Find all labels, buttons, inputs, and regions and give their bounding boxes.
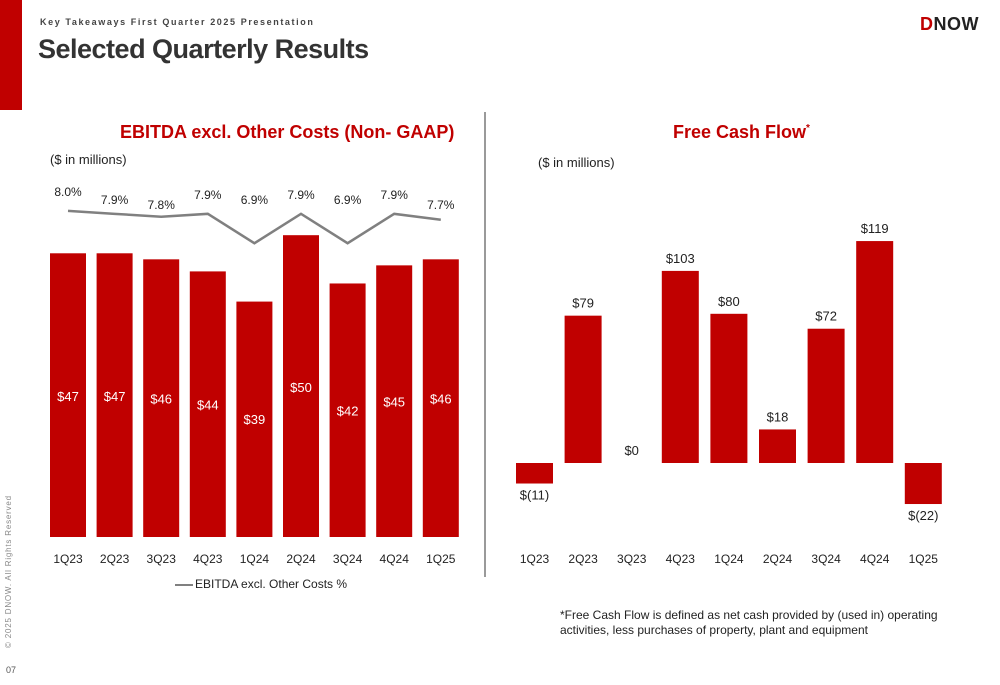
fcf-x-tick: 4Q24 (860, 552, 890, 566)
fcf-value-label: $79 (572, 296, 594, 311)
ebitda-bar-4Q23 (189, 271, 226, 537)
fcf-x-tick: 3Q23 (617, 552, 647, 566)
fcf-x-tick: 2Q23 (568, 552, 598, 566)
fcf-value-label: $18 (767, 409, 789, 424)
ebitda-bar-1Q25 (422, 259, 459, 537)
fcf-x-tick: 1Q25 (909, 552, 939, 566)
fcf-bar-4Q23 (661, 270, 699, 463)
ebitda-value-label: $50 (290, 380, 312, 395)
ebitda-value-label: $39 (244, 412, 266, 427)
ebitda-bar-2Q24 (283, 235, 319, 537)
legend-label: EBITDA excl. Other Costs % (195, 577, 348, 591)
ebitda-margin-label: 7.9% (194, 188, 222, 202)
fcf-bar-2Q23 (564, 315, 602, 463)
presentation-subtitle: Key Takeaways First Quarter 2025 Present… (40, 17, 315, 27)
fcf-bar-4Q24 (856, 241, 894, 463)
ebitda-value-label: $45 (383, 395, 405, 410)
page-title: Selected Quarterly Results (38, 34, 369, 64)
fcf-bar-1Q25 (904, 463, 942, 505)
fcf-x-tick: 1Q23 (520, 552, 550, 566)
page-number: 07 (6, 665, 17, 675)
accent-bar (0, 0, 22, 110)
ebitda-margin-line (67, 209, 441, 245)
company-logo: DNOW (920, 14, 979, 34)
fcf-value-label: $119 (861, 221, 889, 236)
ebitda-bar-1Q23 (50, 253, 86, 538)
ebitda-bar-1Q24 (236, 301, 273, 537)
fcf-x-tick: 1Q24 (714, 552, 744, 566)
fcf-chart-title: Free Cash Flow* (673, 122, 810, 142)
fcf-bar-1Q24 (710, 313, 748, 463)
fcf-value-label: $(11) (520, 488, 549, 503)
ebitda-margin-label: 7.9% (101, 193, 129, 207)
fcf-value-label: $72 (815, 309, 837, 324)
ebitda-margin-label: 6.9% (241, 193, 269, 207)
ebitda-x-tick: 2Q23 (100, 552, 130, 566)
ebitda-value-label: $46 (150, 392, 172, 407)
ebitda-bar-4Q24 (376, 265, 413, 537)
ebitda-x-tick: 1Q25 (426, 552, 456, 566)
ebitda-x-tick: 2Q24 (286, 552, 316, 566)
fcf-bar-1Q23 (516, 463, 553, 484)
ebitda-value-label: $44 (197, 398, 219, 413)
fcf-footnote: *Free Cash Flow is defined as net cash p… (560, 608, 938, 637)
fcf-value-label: $0 (624, 443, 638, 458)
ebitda-margin-label: 7.8% (148, 198, 176, 212)
ebitda-chart-title: EBITDA excl. Other Costs (Non- GAAP) (120, 122, 455, 142)
fcf-value-label: $103 (666, 251, 695, 266)
fcf-x-tick: 2Q24 (763, 552, 793, 566)
ebitda-value-label: $42 (337, 403, 359, 418)
ebitda-value-label: $47 (104, 389, 126, 404)
ebitda-value-label: $47 (57, 389, 79, 404)
ebitda-x-tick: 3Q24 (333, 552, 363, 566)
fcf-x-tick: 4Q23 (666, 552, 696, 566)
ebitda-margin-label: 6.9% (334, 193, 362, 207)
ebitda-x-tick: 1Q23 (53, 552, 83, 566)
ebitda-margin-label: 8.0% (54, 185, 82, 199)
fcf-units-label: ($ in millions) (538, 155, 615, 170)
fcf-bar-3Q24 (807, 328, 845, 463)
legend-line-swatch (175, 583, 193, 586)
fcf-bar-2Q24 (759, 429, 796, 463)
ebitda-x-tick: 4Q23 (193, 552, 223, 566)
ebitda-bar-3Q23 (143, 259, 180, 537)
ebitda-units-label: ($ in millions) (50, 152, 127, 167)
chart-divider (484, 112, 486, 577)
fcf-value-label: $80 (718, 294, 740, 309)
ebitda-bar-2Q23 (96, 253, 133, 538)
ebitda-margin-label: 7.7% (427, 198, 455, 212)
ebitda-value-label: $46 (430, 392, 452, 407)
ebitda-x-tick: 1Q24 (240, 552, 270, 566)
ebitda-x-tick: 3Q23 (147, 552, 177, 566)
ebitda-margin-label: 7.9% (287, 188, 315, 202)
fcf-x-tick: 3Q24 (811, 552, 841, 566)
ebitda-legend: EBITDA excl. Other Costs % (175, 577, 347, 591)
fcf-value-label: $(22) (908, 508, 938, 523)
ebitda-x-tick: 4Q24 (380, 552, 410, 566)
ebitda-bar-3Q24 (329, 283, 366, 537)
ebitda-margin-label: 7.9% (381, 188, 409, 202)
